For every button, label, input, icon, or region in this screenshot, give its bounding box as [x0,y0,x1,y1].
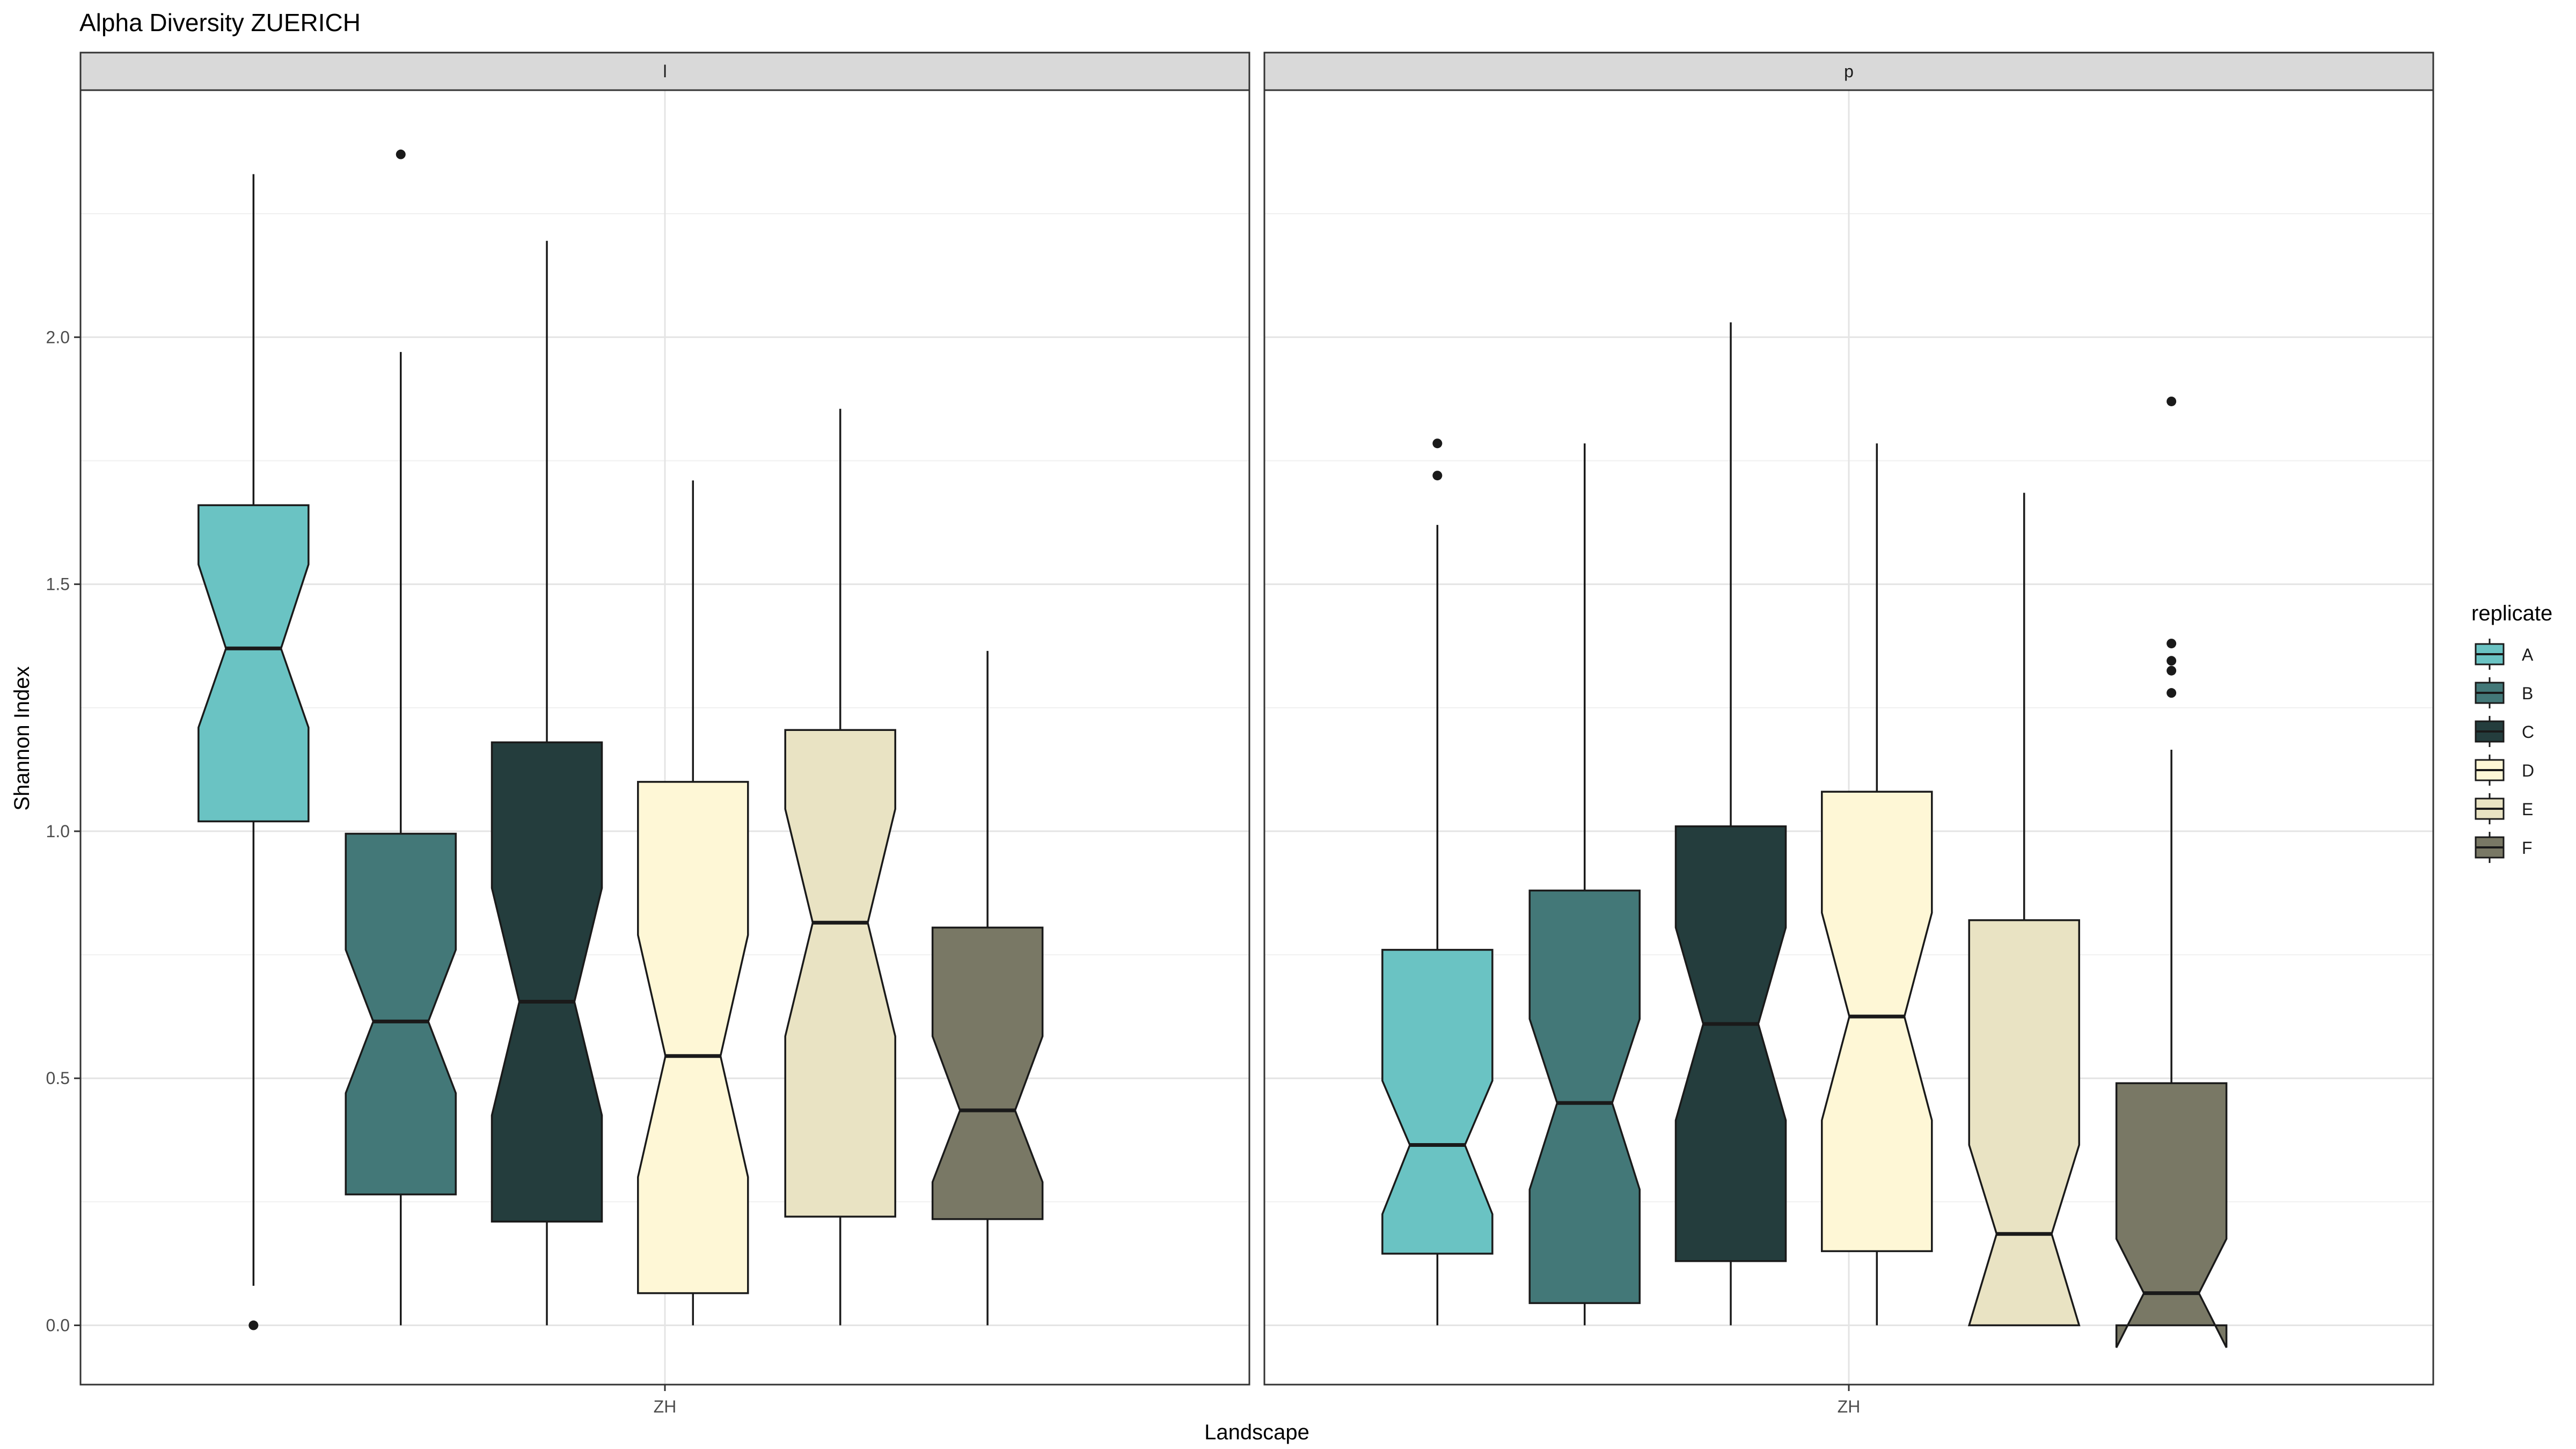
legend-entry-A: A [2475,639,2534,670]
legend-entry-F: F [2475,832,2533,863]
outlier-point [2167,688,2177,698]
box-l-F [931,650,1044,1326]
legend-label: C [2522,722,2534,742]
box-p-E [1967,493,2081,1327]
legend-label: A [2522,645,2534,664]
outlier-point [1432,438,1443,449]
box-l-B [345,149,457,1326]
box-p-F [2115,396,2228,1348]
legend-label: F [2522,838,2533,858]
outlier-point [2167,639,2177,649]
y-tick-label: 0.0 [46,1316,70,1335]
y-axis: 0.0 0.5 1.0 1.5 2.0 [46,327,80,1335]
outlier-point [2167,656,2177,666]
x-tick-label: ZH [654,1397,677,1416]
box-l-C [491,240,603,1326]
x-axis-label: Landscape [1204,1421,1309,1444]
box-l-D [637,480,749,1326]
box-body [1381,949,1494,1255]
outlier-point [2167,665,2177,676]
box-body [2115,1082,2228,1348]
box-p-A [1381,438,1494,1326]
box-body [1674,825,1787,1262]
chart-title: Alpha Diversity ZUERICH [79,9,361,36]
y-tick-label: 1.5 [46,575,70,594]
box-p-D [1821,443,1933,1326]
legend-entry-B: B [2475,677,2533,708]
box-p-B [1528,443,1641,1326]
legend-label: B [2522,684,2533,703]
box-l-E [784,408,896,1326]
box-body [931,926,1044,1220]
legend-label: E [2522,800,2533,819]
box-l-A [197,174,310,1330]
legend-entry-D: D [2475,755,2534,786]
outlier-point [248,1320,259,1330]
panel-l: l ZH [79,52,1250,1416]
y-tick-label: 0.5 [46,1069,70,1088]
box-body [345,832,457,1196]
outlier-point [2167,396,2177,406]
legend-label: D [2522,761,2534,780]
outlier-point [1432,471,1443,481]
legend-title: replicate [2471,602,2552,625]
box-body [784,729,896,1218]
box-body [637,781,749,1294]
box-p-C [1674,322,1787,1326]
strip-background [79,52,1250,91]
strip-label: l [663,62,667,81]
y-axis-label: Shannon Index [10,666,34,810]
box-body [1821,791,1933,1253]
x-tick-label: ZH [1838,1397,1861,1416]
strip-label: p [1844,62,1854,81]
box-body [491,741,603,1223]
panel-p: p ZH [1263,52,2434,1416]
legend-entry-E: E [2475,793,2533,824]
y-tick-label: 2.0 [46,327,70,347]
box-body [197,504,310,823]
legend-entry-C: C [2475,716,2534,747]
box-body [1967,919,2081,1327]
legend: replicate A BCD EF [2471,602,2552,863]
box-body [1528,889,1641,1304]
panels: l ZH p ZH [79,52,2434,1416]
outlier-point [396,149,406,159]
strip-background [1263,52,2434,91]
y-tick-label: 1.0 [46,822,70,841]
